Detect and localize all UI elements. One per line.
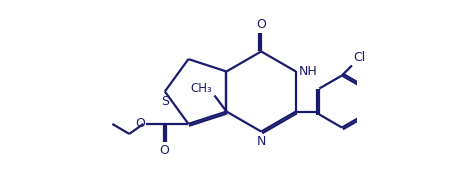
Text: N: N xyxy=(257,135,266,148)
Text: O: O xyxy=(256,19,266,31)
Text: Cl: Cl xyxy=(353,52,365,65)
Text: CH₃: CH₃ xyxy=(191,81,213,94)
Text: NH: NH xyxy=(299,65,318,78)
Text: O: O xyxy=(159,144,169,157)
Text: S: S xyxy=(161,94,169,107)
Text: O: O xyxy=(136,117,145,130)
